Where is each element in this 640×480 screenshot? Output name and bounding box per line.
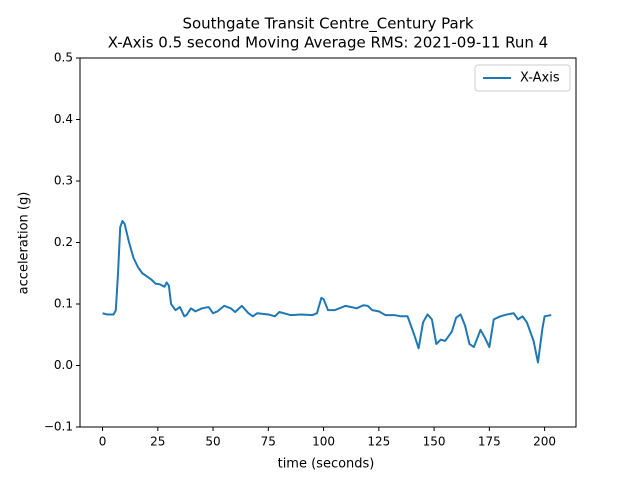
x-tick-label: 100: [312, 435, 335, 449]
y-tick-label: 0.2: [54, 235, 73, 249]
y-tick-label: 0.5: [54, 51, 73, 65]
y-axis-label: acceleration (g): [17, 192, 32, 295]
x-tick-label: 200: [533, 435, 556, 449]
y-tick-label: 0.1: [54, 297, 73, 311]
y-tick-label: 0.0: [54, 358, 73, 372]
x-tick-label: 75: [261, 435, 276, 449]
plot-frame: [79, 57, 577, 428]
legend-label: X-Axis: [520, 71, 560, 86]
x-tick-label: 150: [423, 435, 446, 449]
y-tick-label: 0.3: [54, 174, 73, 188]
data-line: [102, 219, 552, 364]
x-tick-label: 25: [150, 435, 165, 449]
chart-subtitle: X-Axis 0.5 second Moving Average RMS: 20…: [108, 34, 548, 52]
x-tick-label: 125: [367, 435, 390, 449]
x-tick-label: 0: [99, 435, 107, 449]
y-tick-label: 0.4: [54, 112, 73, 126]
legend-box: [474, 64, 571, 92]
x-tick-label: 175: [478, 435, 501, 449]
chart-title: Southgate Transit Centre_Century Park: [182, 15, 473, 34]
x-tick-label: 50: [205, 435, 220, 449]
x-axis-label: time (seconds): [278, 457, 375, 472]
y-tick-label: −0.1: [44, 420, 73, 434]
